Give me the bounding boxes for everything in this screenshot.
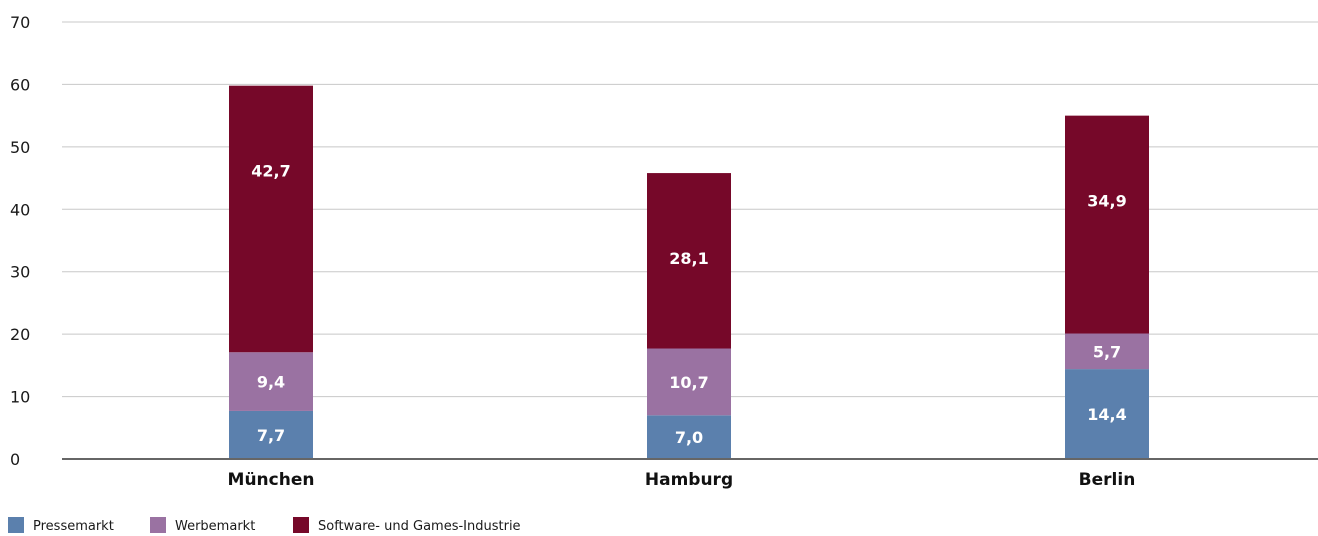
legend-swatch xyxy=(293,517,309,533)
bar-segment xyxy=(229,410,313,459)
legend-label: Werbemarkt xyxy=(175,519,255,534)
bar-segment xyxy=(647,348,731,416)
bar-segment xyxy=(647,173,731,349)
legend-swatch xyxy=(150,517,166,533)
y-tick-label: 60 xyxy=(10,75,30,94)
data-label: 7,7 xyxy=(257,426,285,445)
y-tick-label: 0 xyxy=(10,450,20,469)
data-label: 42,7 xyxy=(251,162,290,181)
bar-segment xyxy=(229,85,313,353)
category-label: Berlin xyxy=(1079,470,1136,490)
legend-label: Software- und Games-Industrie xyxy=(318,519,521,534)
data-label: 7,0 xyxy=(675,428,703,447)
bar-segment xyxy=(1065,333,1149,370)
bar-segment xyxy=(229,352,313,411)
legend-label: Pressemarkt xyxy=(33,519,114,534)
y-tick-label: 20 xyxy=(10,325,30,344)
category-label: Hamburg xyxy=(645,470,733,490)
data-label: 9,4 xyxy=(257,373,285,392)
bar-segment xyxy=(647,415,731,459)
category-label: München xyxy=(228,470,315,490)
data-label: 10,7 xyxy=(669,373,708,392)
data-label: 14,4 xyxy=(1087,405,1126,424)
bar-segment xyxy=(1065,115,1149,334)
y-tick-label: 70 xyxy=(10,13,30,32)
y-tick-label: 10 xyxy=(10,388,30,407)
data-label: 34,9 xyxy=(1087,192,1126,211)
bar-segment xyxy=(1065,369,1149,459)
data-label: 28,1 xyxy=(669,249,708,268)
y-tick-label: 30 xyxy=(10,263,30,282)
y-tick-label: 40 xyxy=(10,200,30,219)
legend-swatch xyxy=(8,517,24,533)
data-label: 5,7 xyxy=(1093,342,1121,361)
y-tick-label: 50 xyxy=(10,138,30,157)
